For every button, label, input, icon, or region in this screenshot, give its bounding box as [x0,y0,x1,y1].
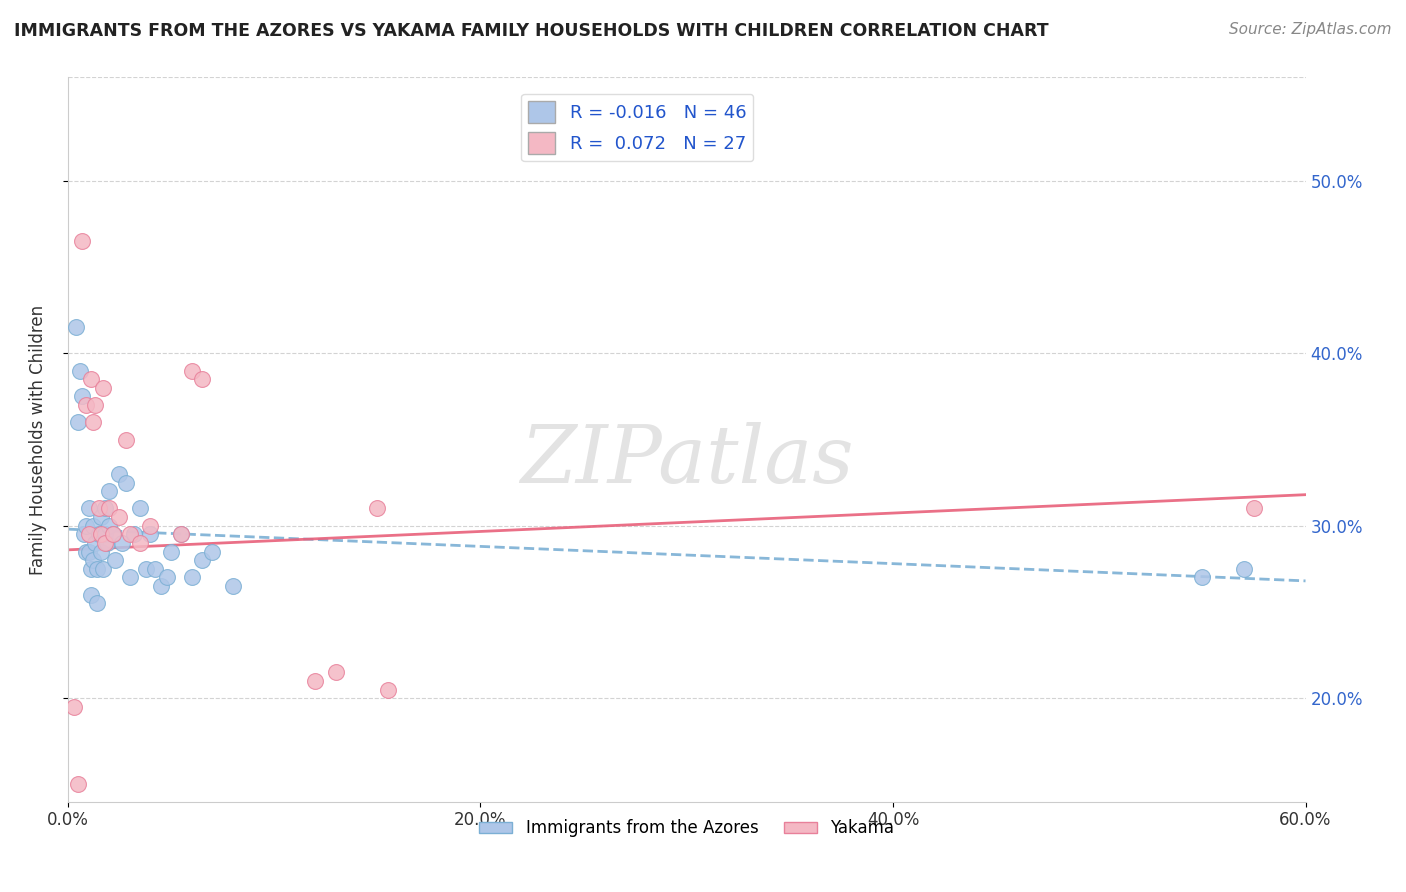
Point [191,553,214,567]
Point [377,682,399,697]
Point [79,562,101,576]
Point [96,536,118,550]
Point [90,510,112,524]
Point [129,501,152,516]
Point [222,579,245,593]
Point [75,544,97,558]
Point [1191,570,1213,584]
Point [122,527,145,541]
Point [149,579,172,593]
Point [98,518,121,533]
Point [129,536,152,550]
Point [79,372,101,386]
Point [82,518,104,533]
Point [118,570,141,584]
Point [75,518,97,533]
Point [304,673,326,688]
Point [170,527,193,541]
Point [143,562,166,576]
Point [135,562,157,576]
Point [156,570,179,584]
Point [87,501,110,516]
Point [191,372,214,386]
Point [90,527,112,541]
Point [90,544,112,558]
Point [103,527,125,541]
Point [114,433,136,447]
Point [139,527,162,541]
Point [94,527,117,541]
Point [87,527,110,541]
Point [83,398,105,412]
Point [98,484,121,499]
Point [201,544,224,558]
Point [73,527,96,541]
Point [86,596,108,610]
Point [77,544,100,558]
Point [82,553,104,567]
Point [94,501,117,516]
Point [77,527,100,541]
Point [69,363,91,377]
Text: Source: ZipAtlas.com: Source: ZipAtlas.com [1229,22,1392,37]
Point [72,234,94,248]
Point [1233,562,1256,576]
Point [139,518,162,533]
Point [325,665,347,680]
Point [170,527,193,541]
Point [75,398,97,412]
Point [63,699,86,714]
Point [103,527,125,541]
Point [79,588,101,602]
Point [91,381,114,395]
Text: ZIPatlas: ZIPatlas [520,423,853,500]
Point [83,536,105,550]
Point [1243,501,1265,516]
Point [82,415,104,429]
Point [160,544,183,558]
Point [110,536,132,550]
Legend: Immigrants from the Azores, Yakama: Immigrants from the Azores, Yakama [472,813,901,844]
Point [65,320,87,334]
Text: IMMIGRANTS FROM THE AZORES VS YAKAMA FAMILY HOUSEHOLDS WITH CHILDREN CORRELATION: IMMIGRANTS FROM THE AZORES VS YAKAMA FAM… [14,22,1049,40]
Point [118,527,141,541]
Point [180,363,202,377]
Point [180,570,202,584]
Y-axis label: Family Households with Children: Family Households with Children [30,304,46,574]
Point [104,553,127,567]
Point [108,467,131,481]
Point [108,510,131,524]
Point [98,501,121,516]
Point [72,389,94,403]
Point [86,562,108,576]
Point [114,475,136,490]
Point [67,415,90,429]
Point [77,501,100,516]
Point [366,501,388,516]
Point [67,777,90,791]
Point [91,562,114,576]
Point [94,536,117,550]
